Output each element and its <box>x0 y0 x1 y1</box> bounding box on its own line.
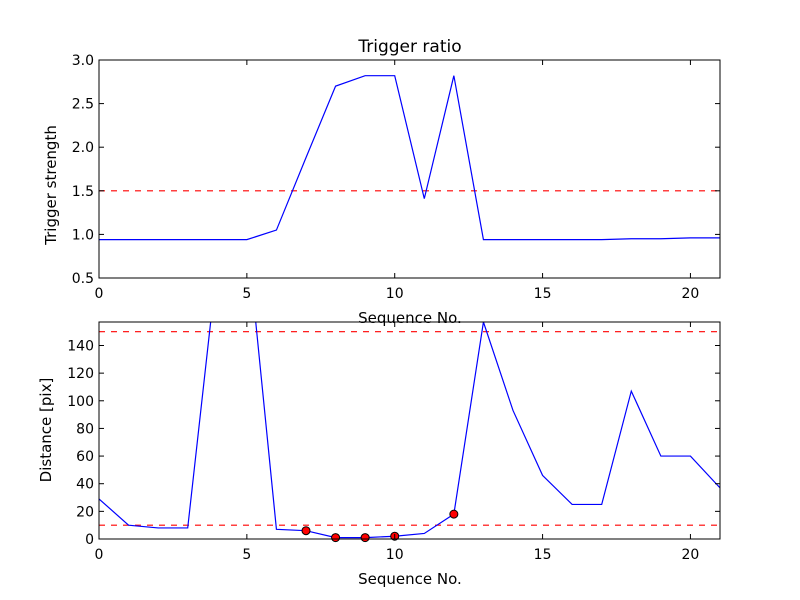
y-tick-label-bottom-0: 0 <box>85 532 94 548</box>
x-tick-label-bottom-1: 5 <box>242 547 251 563</box>
x-tick-label-bottom-0: 0 <box>95 547 104 563</box>
y-tick-label-top-0: 0.5 <box>72 271 94 287</box>
data-marker-bottom-0 <box>301 526 311 536</box>
y-tick-label-bottom-2: 40 <box>76 477 94 493</box>
y-axis-label-bottom: Distance [pix] <box>37 378 55 483</box>
subplot-top: Trigger ratio Trigger strength Sequence … <box>42 37 721 327</box>
x-tick-label-bottom-2: 10 <box>386 547 404 563</box>
y-tick-label-bottom-7: 140 <box>67 338 94 354</box>
x-axis-label-top: Sequence No. <box>358 309 462 327</box>
plot-area-top: 0 5 10 15 20 0.5 1.0 1.5 2.0 2.5 3.0 <box>72 53 721 302</box>
data-marker-bottom-4 <box>449 509 459 519</box>
y-tick-label-top-1: 1.0 <box>72 227 94 243</box>
y-tick-label-bottom-4: 80 <box>76 421 94 437</box>
plot-area-bottom: 0 5 10 15 20 0 20 40 60 80 100 120 140 <box>67 321 721 563</box>
y-tick-label-bottom-5: 100 <box>67 394 94 410</box>
x-tick-label-top-3: 15 <box>534 286 552 302</box>
y-tick-label-top-2: 1.5 <box>72 184 94 200</box>
y-tick-label-top-5: 3.0 <box>72 53 94 69</box>
x-tick-label-bottom-3: 15 <box>534 547 552 563</box>
x-tick-label-top-4: 20 <box>682 286 700 302</box>
series-line-top-0 <box>99 75 720 241</box>
y-tick-label-top-4: 2.5 <box>72 97 94 113</box>
x-tick-label-top-0: 0 <box>95 286 104 302</box>
y-tick-label-top-3: 2.0 <box>72 140 94 156</box>
x-axis-label-bottom: Sequence No. <box>358 570 462 588</box>
axes-frame-top <box>98 59 721 279</box>
chart-title: Trigger ratio <box>357 37 461 57</box>
data-marker-bottom-1 <box>331 533 341 543</box>
data-layer-top <box>99 75 720 241</box>
y-tick-label-bottom-3: 60 <box>76 449 94 465</box>
y-tick-label-bottom-1: 20 <box>76 504 94 520</box>
y-axis-label-top: Trigger strength <box>42 125 60 246</box>
subplot-bottom: Distance [pix] Sequence No. 0 5 10 15 20 0 20 4… <box>37 321 721 588</box>
x-tick-label-top-2: 10 <box>386 286 404 302</box>
axes-frame-bottom <box>98 321 721 540</box>
x-tick-label-top-1: 5 <box>242 286 251 302</box>
y-tick-label-bottom-6: 120 <box>67 366 94 382</box>
x-tick-label-bottom-4: 20 <box>682 547 700 563</box>
data-marker-bottom-2 <box>360 533 370 543</box>
